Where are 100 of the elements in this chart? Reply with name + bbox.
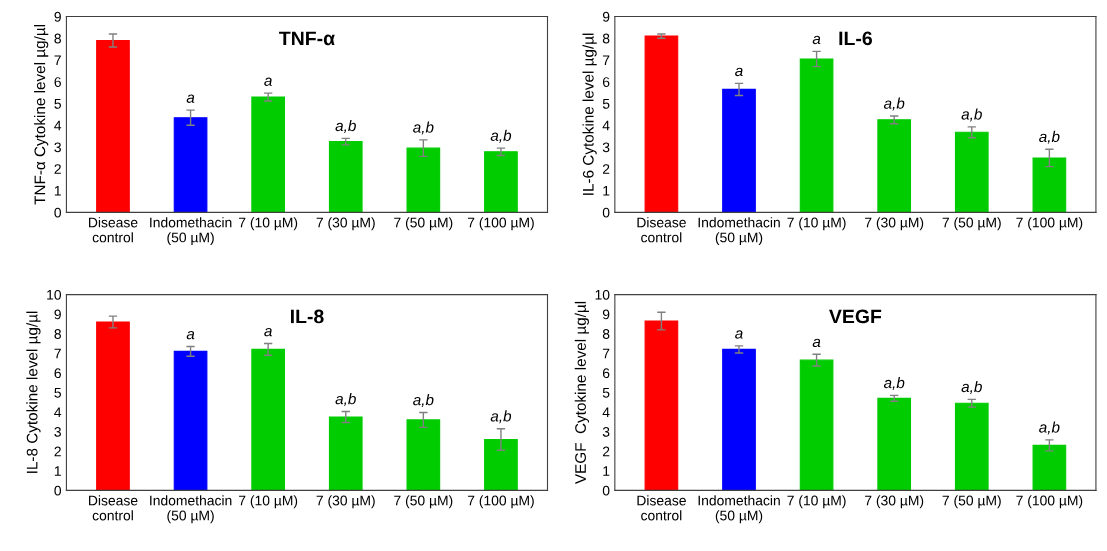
- y-tick-label: 5: [54, 99, 61, 109]
- text: VEGF: [829, 309, 882, 324]
- y-tick-label: 5: [54, 387, 61, 398]
- bar: [644, 35, 679, 213]
- y-tick-label: 3: [54, 142, 61, 153]
- annotation: a,b: [883, 377, 905, 391]
- y-tick-label: 0: [602, 207, 610, 218]
- bar: [96, 321, 130, 491]
- bar: [877, 397, 912, 491]
- bar: [328, 416, 363, 491]
- y-tick-label: 6: [54, 77, 61, 87]
- bar: [722, 348, 756, 491]
- bar: [799, 58, 834, 213]
- bar: [406, 147, 441, 213]
- x-tick-label: Disease control: [637, 495, 686, 521]
- x-tick-label: Indomethacin (50 µM): [150, 217, 232, 246]
- y-tick-label: 8: [602, 33, 610, 44]
- annotation: a: [735, 330, 743, 339]
- annotation: a,b: [335, 393, 356, 407]
- y-tick-label: 0: [54, 207, 62, 218]
- text: IL-6: [839, 31, 872, 46]
- y-tick-label: 3: [602, 426, 610, 437]
- x-tick-label: 7 (50 µM): [942, 495, 1001, 509]
- text: TNF-α: [279, 31, 335, 46]
- annotation: a,b: [961, 108, 982, 122]
- annotation: a: [264, 327, 272, 337]
- x-tick-label: 7 (10 µM): [239, 495, 298, 509]
- x-tick-label: Disease control: [637, 217, 686, 243]
- y-tick-label: 6: [602, 368, 610, 379]
- annotation: a: [735, 67, 743, 77]
- bar: [173, 117, 208, 213]
- x-tick-label: 7 (10 µM): [787, 217, 846, 231]
- y-tick-label: 2: [54, 164, 61, 174]
- y-tick-label: 5: [602, 99, 610, 109]
- y-tick-label: 4: [54, 407, 62, 418]
- x-tick-label: 7 (100 µM): [467, 495, 534, 509]
- y-tick-label: 6: [602, 77, 610, 87]
- y-tick-label: 9: [54, 309, 61, 320]
- y-tick-label: 3: [54, 426, 61, 437]
- y-tick-label: 7: [54, 55, 61, 66]
- bar: [954, 402, 989, 491]
- annotation: a,b: [883, 97, 905, 111]
- y-tick-label: 8: [602, 329, 610, 339]
- y-tick-label: 7: [54, 348, 61, 359]
- bar: [328, 141, 363, 213]
- x-tick-label: Indomethacin (50 µM): [698, 217, 780, 246]
- y-tick-label: 3: [602, 142, 610, 153]
- y-tick-label: 9: [602, 11, 610, 22]
- y-tick-label: 7: [602, 55, 610, 66]
- y-tick-label: 0: [54, 485, 62, 496]
- annotation: a,b: [490, 129, 512, 143]
- y-tick-label: 9: [54, 11, 61, 22]
- bar: [722, 88, 756, 213]
- x-tick-label: 7 (10 µM): [239, 217, 298, 231]
- text: IL-8: [290, 309, 324, 324]
- y-tick-label: 2: [602, 446, 610, 457]
- bar: [251, 348, 286, 491]
- x-tick-label: 7 (100 µM): [1016, 217, 1083, 231]
- x-tick-label: 7 (30 µM): [316, 495, 375, 509]
- bar: [484, 438, 518, 491]
- annotation: a,b: [1039, 130, 1060, 144]
- x-tick-label: 7 (50 µM): [394, 217, 453, 231]
- y-axis-title: IL-6 Cytokine level µg/µl: [582, 33, 597, 195]
- y-axis-title: VEGF Cytokine level µg/µl: [574, 301, 589, 484]
- bar: [644, 320, 679, 491]
- annotation: a: [186, 94, 195, 103]
- annotation: a: [186, 330, 195, 340]
- bar: [799, 359, 834, 491]
- x-tick-label: Indomethacin (50 µM): [698, 495, 780, 524]
- bar: [877, 119, 912, 213]
- x-tick-label: 7 (10 µM): [787, 495, 846, 509]
- x-tick-label: 7 (30 µM): [865, 495, 924, 509]
- bar: [96, 39, 130, 213]
- annotation: a,b: [413, 394, 434, 408]
- annotation: a: [812, 338, 821, 348]
- bar: [484, 151, 518, 213]
- y-tick-label: 2: [54, 446, 61, 457]
- bar: [1032, 444, 1067, 491]
- bar: [1032, 157, 1067, 213]
- y-tick-label: 6: [54, 368, 61, 379]
- y-tick-label: 1: [54, 466, 61, 476]
- y-tick-label: 8: [54, 329, 61, 339]
- y-tick-label: 8: [54, 33, 61, 44]
- x-tick-label: Indomethacin (50 µM): [150, 495, 232, 524]
- y-tick-label: 1: [54, 186, 61, 196]
- annotation: a: [264, 77, 272, 86]
- y-tick-label: 5: [602, 387, 610, 398]
- x-tick-label: 7 (50 µM): [942, 217, 1001, 231]
- y-tick-label: 4: [602, 407, 610, 418]
- bar: [406, 419, 441, 491]
- y-tick-label: 4: [602, 120, 610, 131]
- annotation: a,b: [335, 119, 356, 133]
- x-tick-label: Disease control: [89, 495, 138, 521]
- x-tick-label: 7 (100 µM): [1016, 495, 1083, 509]
- y-tick-label: 1: [603, 186, 610, 196]
- bar: [173, 350, 208, 491]
- annotation: a,b: [413, 121, 434, 135]
- bar: [251, 96, 286, 213]
- bar: [954, 131, 989, 213]
- x-tick-label: 7 (30 µM): [865, 217, 924, 231]
